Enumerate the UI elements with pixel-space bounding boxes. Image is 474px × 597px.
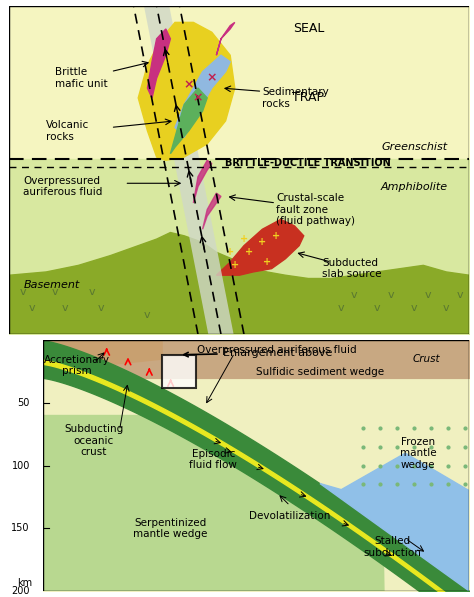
Text: Sedimentary
rocks: Sedimentary rocks <box>263 87 329 109</box>
Text: Enlargement above: Enlargement above <box>184 348 332 358</box>
Text: +: + <box>272 231 280 241</box>
Text: v: v <box>144 310 151 319</box>
Polygon shape <box>202 193 221 229</box>
Text: v: v <box>388 290 394 300</box>
Text: v: v <box>89 287 96 297</box>
Text: +: + <box>258 238 266 247</box>
Text: Brittle
mafic unit: Brittle mafic unit <box>55 67 108 89</box>
Polygon shape <box>320 453 469 591</box>
Text: km: km <box>17 578 32 588</box>
Text: Overpressured
auriferous fluid: Overpressured auriferous fluid <box>23 176 103 198</box>
Polygon shape <box>138 23 235 160</box>
Polygon shape <box>216 219 304 275</box>
Text: +: + <box>240 234 248 244</box>
Text: Overpressured auriferous fluid: Overpressured auriferous fluid <box>198 345 357 355</box>
Text: Greenschist: Greenschist <box>381 142 447 152</box>
Text: Amphibolite: Amphibolite <box>381 181 447 192</box>
Text: v: v <box>52 287 59 297</box>
Text: Devolatilization: Devolatilization <box>249 511 331 521</box>
Text: ×: × <box>207 72 217 85</box>
Polygon shape <box>43 340 162 371</box>
Text: 100: 100 <box>11 461 30 470</box>
Text: Volcanic
rocks: Volcanic rocks <box>46 120 90 141</box>
Text: Basement: Basement <box>23 280 80 290</box>
Text: v: v <box>20 287 27 297</box>
Text: Episodic
fluid flow: Episodic fluid flow <box>189 448 237 470</box>
Text: v: v <box>61 303 68 313</box>
Text: Subducting
oceanic
crust: Subducting oceanic crust <box>64 424 123 457</box>
Bar <box>162 355 196 388</box>
Polygon shape <box>43 416 384 591</box>
Text: v: v <box>425 290 431 300</box>
Text: Accretionary
prism: Accretionary prism <box>44 355 110 376</box>
Text: v: v <box>98 303 105 313</box>
Text: ×: × <box>193 91 203 104</box>
Text: +: + <box>226 247 234 257</box>
Text: Crustal-scale
fault zone
(fluid pathway): Crustal-scale fault zone (fluid pathway) <box>276 193 355 226</box>
Polygon shape <box>144 6 234 334</box>
Text: +: + <box>245 247 253 257</box>
Text: Stalled
subduction: Stalled subduction <box>364 536 421 558</box>
Text: 50: 50 <box>18 398 30 408</box>
Text: SEAL: SEAL <box>292 23 324 35</box>
Polygon shape <box>216 23 235 55</box>
Text: v: v <box>29 303 36 313</box>
Text: +: + <box>263 257 271 267</box>
Text: 200: 200 <box>11 586 30 596</box>
Text: Frozen
mantle
wedge: Frozen mantle wedge <box>400 436 437 470</box>
Polygon shape <box>175 55 230 137</box>
Text: Sulfidic sediment wedge: Sulfidic sediment wedge <box>256 367 384 377</box>
Text: +: + <box>231 260 239 270</box>
Text: v: v <box>457 290 464 300</box>
Text: BRITTLE-DUCTILE TRANSITION: BRITTLE-DUCTILE TRANSITION <box>226 158 391 168</box>
Text: v: v <box>411 303 418 313</box>
Text: Serpentinized
mantle wedge: Serpentinized mantle wedge <box>134 518 208 539</box>
Polygon shape <box>9 232 469 334</box>
Text: Crust: Crust <box>413 354 440 364</box>
Text: TRAP: TRAP <box>292 91 324 104</box>
Polygon shape <box>147 29 170 98</box>
Polygon shape <box>170 88 207 153</box>
Text: v: v <box>374 303 381 313</box>
Text: Subducted
slab source: Subducted slab source <box>322 258 382 279</box>
Text: v: v <box>351 290 357 300</box>
Text: 150: 150 <box>11 524 30 533</box>
Polygon shape <box>193 160 212 203</box>
Text: v: v <box>337 303 344 313</box>
Text: ×: × <box>183 78 194 91</box>
Text: v: v <box>443 303 449 313</box>
